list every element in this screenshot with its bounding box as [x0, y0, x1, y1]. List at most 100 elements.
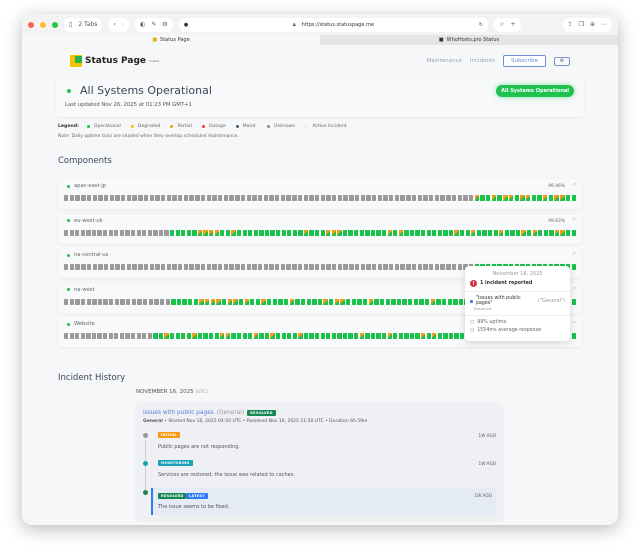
- uptime-tick[interactable]: [242, 333, 247, 339]
- uptime-tick[interactable]: [131, 298, 137, 305]
- uptime-tick[interactable]: [430, 298, 435, 305]
- uptime-tick[interactable]: [172, 264, 177, 270]
- uptime-tick[interactable]: [303, 333, 309, 339]
- uptime-tick[interactable]: [448, 229, 454, 236]
- uptime-tick[interactable]: [246, 195, 251, 201]
- uptime-tick[interactable]: [75, 333, 80, 339]
- uptime-tick[interactable]: [214, 229, 219, 236]
- uptime-tick[interactable]: [359, 333, 364, 339]
- uptime-tick[interactable]: [175, 333, 180, 339]
- uptime-tick[interactable]: [158, 229, 164, 236]
- uptime-tick[interactable]: [126, 195, 132, 201]
- uptime-tick[interactable]: [409, 229, 415, 236]
- uptime-tick[interactable]: [97, 333, 102, 339]
- uptime-tick[interactable]: [81, 195, 86, 201]
- uptime-tick[interactable]: [86, 229, 91, 236]
- uptime-tick[interactable]: [235, 264, 240, 270]
- uptime-tick[interactable]: [487, 229, 493, 236]
- uptime-tick[interactable]: [548, 195, 554, 201]
- uptime-tick[interactable]: [264, 333, 270, 339]
- star-icon[interactable]: ☆: [499, 21, 505, 28]
- uptime-tick[interactable]: [225, 229, 231, 236]
- uptime-tick[interactable]: [309, 229, 314, 236]
- uptime-tick[interactable]: [320, 229, 325, 236]
- uptime-tick[interactable]: [480, 195, 485, 201]
- uptime-tick[interactable]: [434, 264, 440, 270]
- uptime-tick[interactable]: [471, 229, 476, 236]
- uptime-tick[interactable]: [108, 333, 113, 339]
- uptime-tick[interactable]: [320, 195, 326, 201]
- uptime-tick[interactable]: [457, 195, 462, 201]
- uptime-tick[interactable]: [286, 195, 291, 201]
- uptime-tick[interactable]: [571, 298, 576, 305]
- uptime-tick[interactable]: [408, 298, 413, 305]
- uptime-tick[interactable]: [114, 229, 119, 236]
- uptime-tick[interactable]: [334, 298, 340, 305]
- uptime-tick[interactable]: [125, 229, 130, 236]
- uptime-tick[interactable]: [419, 298, 424, 305]
- uptime-tick[interactable]: [292, 264, 297, 270]
- uptime-tick[interactable]: [332, 264, 337, 270]
- uptime-tick[interactable]: [195, 195, 200, 201]
- uptime-tick[interactable]: [148, 298, 153, 305]
- uptime-tick[interactable]: [248, 229, 253, 236]
- uptime-tick[interactable]: [231, 333, 236, 339]
- uptime-tick[interactable]: [69, 333, 74, 339]
- uptime-tick[interactable]: [278, 298, 283, 305]
- uptime-tick[interactable]: [400, 264, 405, 270]
- uptime-tick[interactable]: [275, 264, 280, 270]
- uptime-tick[interactable]: [298, 333, 303, 339]
- zoom-window-button[interactable]: [52, 21, 58, 28]
- uptime-tick[interactable]: [160, 195, 166, 201]
- uptime-tick[interactable]: [200, 195, 206, 201]
- uptime-tick[interactable]: [432, 333, 437, 339]
- uptime-tick[interactable]: [287, 229, 292, 236]
- uptime-tick[interactable]: [154, 298, 159, 305]
- uptime-tick[interactable]: [406, 264, 411, 270]
- uptime-tick[interactable]: [109, 195, 115, 201]
- uptime-tick[interactable]: [217, 264, 223, 270]
- uptime-tick[interactable]: [205, 298, 210, 305]
- uptime-tick[interactable]: [323, 298, 328, 305]
- uptime-tick[interactable]: [346, 298, 351, 305]
- settings-icon[interactable]: ⚙: [162, 21, 168, 28]
- uptime-tick[interactable]: [348, 333, 353, 339]
- uptime-tick[interactable]: [238, 298, 244, 305]
- share-icon[interactable]: ⇪: [567, 21, 573, 28]
- uptime-tick[interactable]: [147, 229, 152, 236]
- uptime-tick[interactable]: [138, 195, 143, 201]
- uptime-tick[interactable]: [560, 195, 565, 201]
- uptime-tick[interactable]: [348, 229, 353, 236]
- uptime-tick[interactable]: [216, 298, 221, 305]
- uptime-tick[interactable]: [212, 195, 217, 201]
- uptime-tick[interactable]: [565, 195, 571, 201]
- uptime-tick[interactable]: [175, 229, 180, 236]
- uptime-tick[interactable]: [80, 333, 86, 339]
- uptime-tick[interactable]: [192, 333, 197, 339]
- uptime-tick[interactable]: [203, 229, 208, 236]
- uptime-tick[interactable]: [446, 264, 451, 270]
- uptime-tick[interactable]: [571, 195, 576, 201]
- pen-icon[interactable]: ✎: [151, 21, 157, 28]
- uptime-tick[interactable]: [454, 229, 459, 236]
- uptime-tick[interactable]: [297, 195, 303, 201]
- uptime-tick[interactable]: [503, 195, 508, 201]
- uptime-tick[interactable]: [210, 298, 215, 305]
- uptime-tick[interactable]: [267, 298, 272, 305]
- uptime-tick[interactable]: [183, 264, 189, 270]
- uptime-tick[interactable]: [200, 264, 206, 270]
- uptime-tick[interactable]: [520, 195, 525, 201]
- uptime-tick[interactable]: [474, 195, 480, 201]
- uptime-tick[interactable]: [252, 264, 257, 270]
- uptime-tick[interactable]: [354, 333, 359, 339]
- uptime-tick[interactable]: [287, 333, 292, 339]
- tooltip-incident[interactable]: "Issues with public pages" ("General"): [465, 296, 570, 306]
- uptime-tick[interactable]: [255, 298, 261, 305]
- uptime-tick[interactable]: [176, 298, 182, 305]
- uptime-tick[interactable]: [437, 229, 443, 236]
- uptime-tick[interactable]: [108, 229, 113, 236]
- uptime-tick[interactable]: [75, 229, 80, 236]
- uptime-tick[interactable]: [309, 333, 314, 339]
- uptime-tick[interactable]: [448, 333, 454, 339]
- uptime-tick[interactable]: [75, 298, 80, 305]
